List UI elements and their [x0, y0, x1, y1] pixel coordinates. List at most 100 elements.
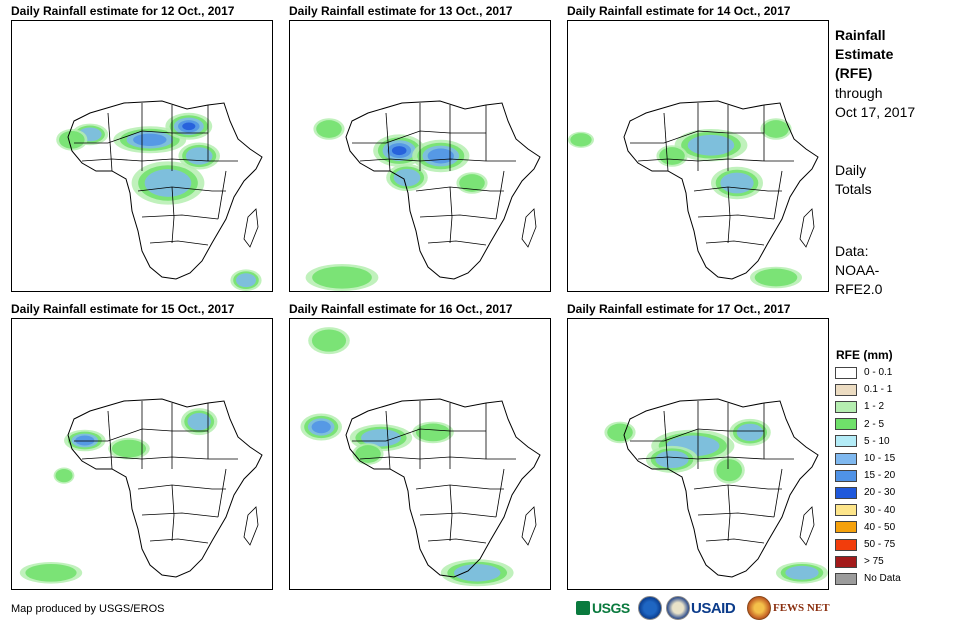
legend-swatch: [835, 486, 857, 499]
africa-map-svg: [568, 100, 819, 289]
legend-label: 40 - 50: [864, 521, 896, 533]
rainfall-area: [182, 122, 196, 131]
usgs-logo-text: USGS: [592, 600, 630, 616]
panel-title: Daily Rainfall estimate for 14 Oct., 201…: [567, 4, 791, 18]
rainfall-area: [311, 329, 347, 352]
rainfall-area: [570, 133, 592, 147]
africa-map-svg: [305, 100, 541, 291]
rainfall-map: [11, 20, 273, 292]
rainfall-area: [185, 147, 213, 165]
legend-label: 2 - 5: [864, 418, 885, 430]
panel-title: Daily Rainfall estimate for 13 Oct., 201…: [289, 4, 513, 18]
legend-swatch: [835, 504, 857, 517]
legend-label: 0 - 0.1: [864, 367, 893, 378]
panel-title: Daily Rainfall estimate for 12 Oct., 201…: [11, 4, 235, 18]
legend-swatch: [835, 538, 857, 551]
rainfall-area: [785, 565, 819, 580]
rainfall-map: [11, 318, 273, 590]
daily-totals-label: Daily Totals: [835, 161, 872, 199]
country-border: [637, 456, 794, 460]
country-border: [385, 112, 391, 172]
rainfall-area: [25, 563, 77, 582]
rainfall-area: [453, 564, 501, 582]
legend-item: 20 - 30: [835, 484, 895, 501]
country-border: [419, 512, 497, 518]
rainfall-area: [459, 174, 485, 192]
rainfall-area: [75, 435, 95, 446]
rainfall-area: [311, 420, 331, 434]
usaid-logo-text: USAID: [691, 599, 736, 617]
panel-title: Daily Rainfall estimate for 15 Oct., 201…: [11, 302, 235, 316]
country-border: [727, 484, 731, 542]
madagascar: [799, 506, 815, 546]
rainfall-area: [316, 120, 342, 138]
legend-item: 40 - 50: [835, 519, 895, 536]
country-border: [449, 484, 453, 542]
totals-line-2: Totals: [835, 181, 872, 197]
rainfall-map: [567, 318, 829, 590]
rainfall-area: [144, 169, 192, 197]
country-border: [171, 186, 175, 244]
rainfall-area: [754, 268, 798, 287]
country-border: [217, 170, 227, 220]
country-border: [697, 512, 775, 518]
country-border: [107, 112, 113, 172]
title-line-1: Rainfall: [835, 27, 886, 43]
country-border: [171, 484, 175, 542]
madagascar: [799, 208, 815, 248]
rfe-title: Rainfall Estimate (RFE): [835, 26, 893, 83]
noaa-seal-icon: [638, 596, 662, 620]
fews-globe-icon: [747, 596, 771, 620]
rainfall-area: [187, 412, 211, 431]
coastline: [67, 100, 263, 280]
country-border: [385, 410, 391, 470]
country-border: [359, 158, 516, 162]
country-border: [107, 410, 113, 470]
legend-swatch: [835, 555, 857, 568]
country-border: [359, 456, 516, 460]
legend-swatch: [835, 452, 857, 465]
rainfall-area: [716, 459, 742, 482]
madagascar: [521, 208, 537, 248]
legend-label: 30 - 40: [864, 504, 896, 516]
legend-item: No Data: [835, 570, 901, 587]
country-border: [415, 484, 504, 490]
legend-swatch: [835, 572, 857, 585]
rainfall-area: [236, 273, 256, 288]
rainfall-area: [393, 168, 421, 187]
panel-title: Daily Rainfall estimate for 17 Oct., 201…: [567, 302, 791, 316]
rainfall-area: [312, 266, 372, 289]
country-border: [705, 538, 765, 544]
legend-label: > 75: [864, 556, 884, 568]
country-border: [773, 468, 783, 518]
title-line-3: (RFE): [835, 65, 873, 81]
state-department-logo: [666, 596, 690, 620]
rainfall-area: [133, 133, 167, 147]
rainfall-area: [659, 147, 685, 165]
legend-item: 30 - 40: [835, 502, 895, 519]
country-border: [693, 484, 782, 490]
legend-label: 50 - 75: [864, 539, 896, 550]
country-border: [137, 484, 226, 490]
country-border: [637, 158, 794, 162]
country-border: [727, 186, 731, 244]
credit-text: Map produced by USGS/EROS: [11, 603, 165, 615]
noaa-logo: [638, 596, 662, 620]
rainfall-area: [415, 423, 451, 442]
country-border: [137, 186, 226, 192]
country-border: [427, 538, 487, 544]
legend-label: 1 - 2: [864, 401, 885, 413]
rainfall-area: [763, 120, 789, 138]
country-border: [141, 214, 219, 220]
africa-map-svg: [300, 327, 541, 587]
rainfall-area: [111, 439, 147, 458]
country-border: [141, 512, 219, 518]
coastline: [623, 398, 819, 578]
legend-label: 10 - 15: [864, 453, 896, 464]
source-line-2: NOAA-: [835, 262, 880, 278]
legend-label: 5 - 10: [864, 435, 890, 447]
legend-item: 0 - 0.1: [835, 364, 892, 381]
legend-label: 15 - 20: [864, 470, 896, 482]
panel-title: Daily Rainfall estimate for 16 Oct., 201…: [289, 302, 513, 316]
coastline: [623, 100, 819, 280]
